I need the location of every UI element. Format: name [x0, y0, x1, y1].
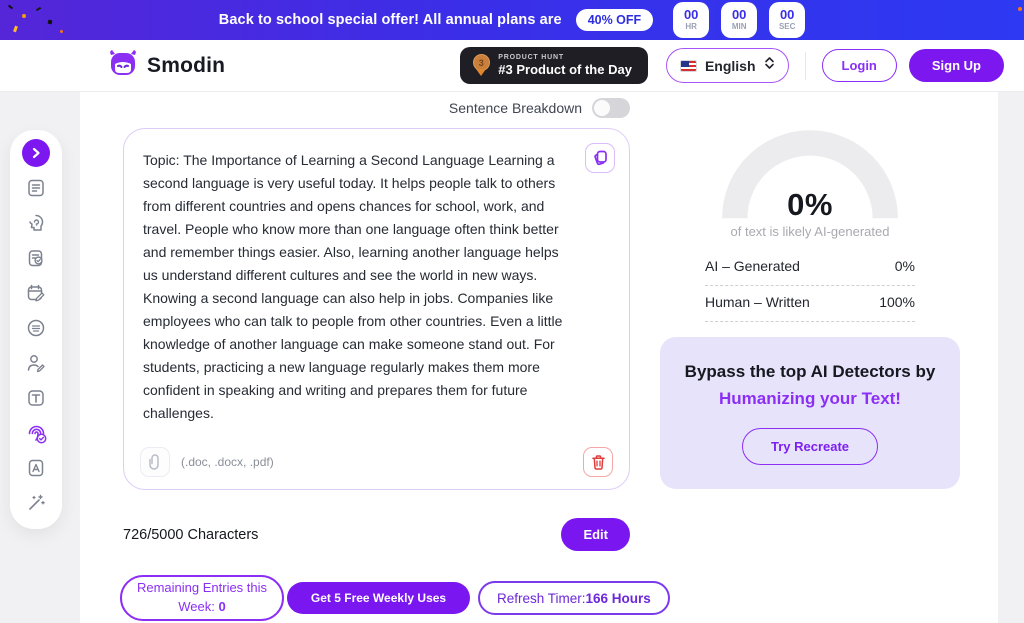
- timer-minutes: 00 MIN: [721, 2, 758, 38]
- document-text-icon: [28, 179, 44, 197]
- copy-button[interactable]: [585, 143, 615, 173]
- copy-icon: [593, 150, 607, 166]
- chevron-right-icon: [32, 147, 40, 159]
- refresh-timer-pill[interactable]: Refresh Timer: 166 Hours: [478, 581, 670, 615]
- confetti-decoration: [1018, 7, 1022, 11]
- us-flag-icon: [679, 59, 697, 72]
- refresh-timer-label: Refresh Timer:: [497, 590, 586, 606]
- login-button[interactable]: Login: [821, 49, 897, 82]
- sidebar-item-summarizer[interactable]: [22, 314, 50, 342]
- sidebar-item-homework-solver[interactable]: [22, 279, 50, 307]
- sidebar-item-translator[interactable]: [22, 384, 50, 412]
- chevron-up-down-icon: [764, 56, 775, 75]
- promo-title: Bypass the top AI Detectors by: [684, 362, 936, 381]
- sidebar-item-article-writer[interactable]: [22, 209, 50, 237]
- text-tool-icon: [28, 390, 44, 406]
- confetti-decoration: [35, 6, 42, 12]
- offer-text: Back to school special offer! All annual…: [218, 12, 562, 28]
- human-written-row: Human – Written 100%: [705, 286, 915, 322]
- main-content: Sentence Breakdown Topic: The Importance…: [80, 92, 998, 623]
- brand-name: Smodin: [147, 53, 226, 77]
- get-free-uses-button[interactable]: Get 5 Free Weekly Uses: [287, 582, 470, 614]
- text-editor-card[interactable]: Topic: The Importance of Learning a Seco…: [123, 128, 630, 490]
- try-recreate-button[interactable]: Try Recreate: [741, 428, 879, 465]
- confetti-decoration: [47, 19, 53, 25]
- product-hunt-badge[interactable]: 3 PRODUCT HUNT #3 Product of the Day: [460, 47, 648, 84]
- toggle-knob: [594, 100, 610, 116]
- ai-generated-value: 0%: [894, 258, 915, 274]
- accepted-file-types: (.doc, .docx, .pdf): [181, 455, 274, 469]
- signup-button[interactable]: Sign Up: [908, 49, 1004, 82]
- timer-seconds-value: 00: [779, 7, 795, 23]
- delete-text-button[interactable]: [583, 447, 613, 477]
- medal-icon: 3: [470, 54, 492, 76]
- sentence-breakdown-toggle[interactable]: [592, 98, 630, 118]
- timer-minutes-unit: MIN: [731, 21, 747, 31]
- calendar-edit-icon: [27, 284, 45, 302]
- confetti-decoration: [13, 25, 18, 33]
- sidebar-item-citation-generator[interactable]: [22, 454, 50, 482]
- ai-detection-results: 0% of text is likely AI-generated AI – G…: [660, 92, 960, 623]
- paperclip-icon: [149, 454, 159, 470]
- gauge-percent: 0%: [787, 187, 833, 222]
- sidebar-item-ai-tools[interactable]: [22, 489, 50, 517]
- clipboard-check-icon: [28, 250, 43, 267]
- promo-subtitle: Humanizing your Text!: [719, 389, 901, 408]
- timer-seconds: 00 SEC: [769, 2, 806, 38]
- trash-icon: [591, 454, 605, 470]
- document-a-icon: [28, 459, 44, 477]
- tools-sidebar: [10, 130, 62, 529]
- timer-hours: 00 HR: [673, 2, 710, 38]
- product-hunt-title: #3 Product of the Day: [498, 62, 632, 77]
- edit-button[interactable]: Edit: [561, 518, 630, 551]
- main-header: Smodin 3 PRODUCT HUNT #3 Product of the …: [0, 40, 1024, 92]
- gauge-caption: of text is likely AI-generated: [730, 224, 890, 239]
- remaining-entries-pill[interactable]: Remaining Entries this Week: 0: [120, 575, 284, 621]
- fingerprint-check-icon: [28, 425, 46, 443]
- summary-circle-icon: [27, 319, 45, 337]
- sidebar-item-rewriter[interactable]: [22, 174, 50, 202]
- timer-hours-unit: HR: [685, 21, 697, 31]
- confetti-decoration: [22, 14, 26, 18]
- remaining-entries-count: 0: [218, 599, 226, 614]
- timer-minutes-value: 00: [731, 7, 747, 23]
- refresh-timer-value: 166 Hours: [585, 590, 651, 606]
- sidebar-item-essay-writer[interactable]: [22, 349, 50, 377]
- language-selector[interactable]: English: [665, 48, 789, 83]
- gauge-arc: [722, 130, 898, 219]
- sidebar-item-ai-detector[interactable]: [22, 419, 50, 447]
- sidebar-item-plagiarism-checker[interactable]: [22, 244, 50, 272]
- ai-generated-row: AI – Generated 0%: [705, 250, 915, 286]
- sidebar-expand-button[interactable]: [22, 139, 50, 167]
- human-written-value: 100%: [879, 294, 915, 310]
- human-written-label: Human – Written: [705, 294, 810, 310]
- ai-score-gauge: 0%: [717, 125, 903, 222]
- magic-wand-icon: [29, 494, 45, 510]
- timer-seconds-unit: SEC: [778, 21, 796, 31]
- remaining-entries-line1: Remaining Entries this: [136, 580, 268, 596]
- header-divider: [804, 51, 806, 80]
- smodin-logo[interactable]: Smodin: [108, 49, 225, 82]
- attach-file-button[interactable]: [140, 447, 170, 477]
- discount-badge: 40% OFF: [575, 9, 654, 31]
- language-label: English: [704, 57, 756, 74]
- offer-banner: Back to school special offer! All annual…: [0, 0, 1024, 40]
- character-count: 726/5000 Characters: [123, 526, 259, 543]
- sentence-breakdown-label: Sentence Breakdown: [448, 100, 582, 116]
- confetti-decoration: [60, 30, 63, 33]
- person-pen-icon: [27, 355, 45, 373]
- detection-breakdown: AI – Generated 0% Human – Written 100%: [705, 250, 915, 322]
- smodin-logo-icon: [108, 49, 138, 82]
- head-idea-icon: [29, 214, 44, 231]
- confetti-decoration: [7, 4, 14, 10]
- remaining-entries-line2: Week: 0: [178, 599, 226, 614]
- editor-text[interactable]: Topic: The Importance of Learning a Seco…: [143, 152, 563, 421]
- humanizer-promo-card: Bypass the top AI Detectors by Humanizin…: [660, 337, 960, 489]
- countdown-timer: 00 HR 00 MIN 00 SEC: [673, 2, 806, 38]
- timer-hours-value: 00: [683, 7, 699, 23]
- product-hunt-label: PRODUCT HUNT: [498, 54, 564, 61]
- ai-generated-label: AI – Generated: [705, 258, 800, 274]
